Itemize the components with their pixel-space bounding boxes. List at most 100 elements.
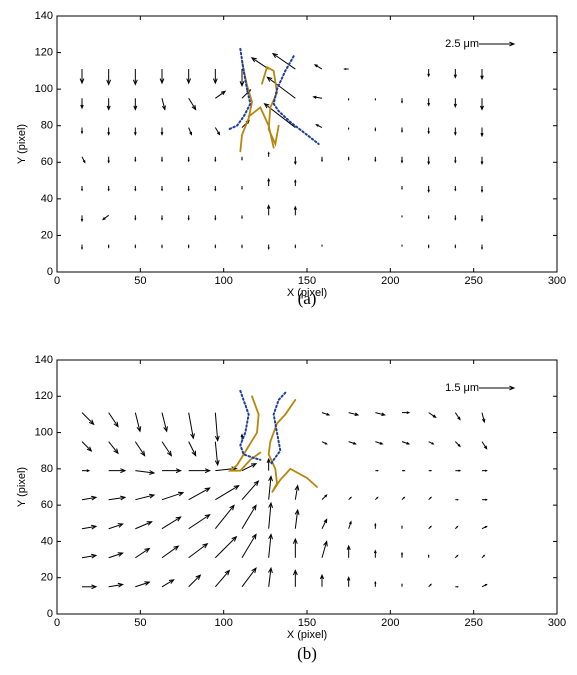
vector-arrow [160, 215, 164, 221]
arrow-head [401, 525, 403, 528]
arrow-shaft [135, 494, 155, 501]
arrow-head [292, 569, 298, 576]
arrow-head [107, 246, 110, 249]
vector-arrow [135, 581, 151, 588]
arrow-head [136, 426, 142, 433]
arrow-head [323, 518, 328, 524]
arrow-shaft [134, 412, 141, 432]
arrow-head [187, 188, 190, 192]
arrow-head [134, 217, 137, 221]
vector-arrow [293, 156, 297, 166]
arrow-head [509, 41, 516, 47]
vector-arrow [161, 516, 182, 530]
vector-arrow [402, 469, 406, 472]
arrow-shaft [135, 521, 152, 530]
arrow-shaft [108, 496, 126, 501]
vector-arrow [455, 498, 459, 501]
x-tick-label: 100 [214, 617, 232, 629]
arrow-head [160, 188, 164, 192]
arrow-head [107, 160, 110, 164]
arrow-head [120, 495, 127, 501]
vector-arrow [268, 501, 273, 529]
arrow-head [480, 161, 484, 166]
arrow-head [214, 188, 217, 192]
y-tick-label: 120 [35, 46, 53, 58]
vector-arrow [160, 186, 164, 192]
arrow-head [427, 217, 430, 220]
vector-arrow [427, 98, 431, 107]
vector-arrow [428, 583, 432, 588]
arrow-head [80, 188, 84, 192]
arrow-head [271, 52, 278, 59]
arrow-head [401, 583, 403, 586]
x-tick-label: 150 [298, 617, 316, 629]
vector-arrow [321, 494, 328, 501]
vector-arrow [481, 583, 488, 588]
vector-arrow [453, 127, 457, 136]
arrow-head [431, 442, 435, 445]
arrow-shaft [81, 496, 97, 501]
vector-arrow [80, 244, 84, 251]
arrow-shaft [241, 505, 257, 529]
arrow-head [231, 535, 238, 542]
vector-arrow [320, 156, 324, 163]
vector-arrow [348, 441, 357, 445]
arrow-head [346, 544, 351, 551]
arrow-head [212, 78, 218, 85]
arrow-head [294, 179, 297, 183]
x-tick-label: 50 [134, 617, 146, 629]
arrow-head [379, 441, 384, 445]
arrow-head [91, 495, 98, 501]
arrow-shaft [214, 127, 220, 135]
arrow-shaft [241, 463, 257, 472]
vector-arrow [239, 69, 245, 88]
arrow-head [480, 189, 484, 193]
arrow-head [320, 159, 324, 163]
arrow-shaft [188, 514, 210, 530]
vector-arrow [482, 469, 488, 472]
vector-arrow [427, 186, 430, 193]
arrow-head [268, 501, 273, 508]
arrow-head [79, 78, 85, 85]
arrow-head [484, 469, 488, 472]
vector-arrow [294, 179, 297, 187]
vector-arrow [108, 582, 124, 588]
arrow-head [220, 90, 227, 96]
arrow-head [187, 217, 190, 221]
arrow-head [239, 81, 245, 88]
caption: (b) [297, 644, 317, 663]
x-axis-label: X (pixel) [287, 287, 327, 299]
arrow-shaft [81, 441, 92, 452]
vector-arrow [135, 547, 151, 559]
arrow-head [427, 246, 430, 249]
vector-arrow [241, 480, 260, 501]
vector-arrow [107, 156, 110, 164]
vector-arrow [481, 525, 488, 530]
outline [267, 399, 318, 493]
arrow-head [117, 523, 124, 528]
vector-arrow [427, 127, 430, 135]
arrow-head [266, 457, 271, 463]
arrow-head [241, 246, 243, 249]
arrow-shaft [481, 412, 485, 423]
arrow-shaft [268, 503, 272, 529]
vector-arrow [187, 156, 190, 163]
arrow-shaft [321, 541, 328, 558]
arrow-head [315, 124, 319, 127]
vector-arrow [428, 469, 433, 472]
vector-arrow [188, 468, 211, 474]
vector-arrow [401, 583, 403, 587]
vector-arrow [427, 244, 430, 249]
arrow-head [266, 204, 271, 209]
arrow-head [113, 448, 119, 455]
vector-arrow [427, 554, 430, 558]
arrow-head [268, 566, 273, 574]
vector-arrow [480, 69, 484, 81]
vector-arrow [215, 90, 227, 99]
vector-arrow [106, 98, 111, 111]
vector-arrow [455, 586, 459, 588]
vector-arrow [427, 215, 430, 220]
arrow-head [354, 412, 360, 416]
arrow-shaft [214, 570, 230, 588]
arrow-head [432, 414, 437, 418]
